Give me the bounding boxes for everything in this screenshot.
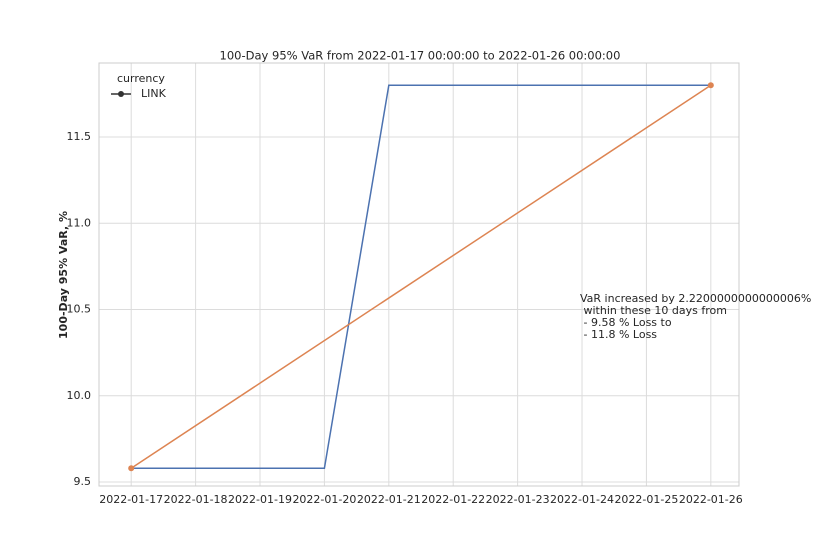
legend-title: currency [117,72,165,85]
series-line [131,84,711,469]
plot-area [98,62,740,487]
x-tick-label: 2022-01-25 [614,493,678,506]
point [707,82,714,89]
x-tick-label: 2022-01-21 [357,493,421,506]
x-tick-label: 2022-01-23 [486,493,550,506]
y-tick-label: 10.5 [67,303,92,316]
x-tick-label: 2022-01-20 [292,493,356,506]
series-line [130,84,712,469]
legend-swatch [118,91,124,97]
x-tick-label: 2022-01-19 [228,493,292,506]
y-tick-label: 10.0 [67,389,92,402]
y-axis-label: 100-Day 95% VaR, % [57,211,70,339]
annotation: VaR increased by 2.2200000000000006% [580,292,811,305]
x-tick-label: 2022-01-17 [99,493,163,506]
legend-label: LINK [141,87,167,100]
annotation: within these 10 days from [580,304,727,317]
x-tick-label: 2022-01-18 [164,493,228,506]
annotation: - 11.8 % Loss [580,328,657,341]
y-tick-label: 9.5 [74,475,92,488]
annotation: - 9.58 % Loss to [580,316,672,329]
point [128,465,135,472]
chart-title: 100-Day 95% VaR from 2022-01-17 00:00:00… [220,49,621,63]
y-tick-label: 11.0 [67,216,92,229]
x-tick-label: 2022-01-26 [679,493,743,506]
y-tick-label: 11.5 [67,130,92,143]
x-tick-label: 2022-01-22 [421,493,485,506]
x-tick-label: 2022-01-24 [550,493,614,506]
